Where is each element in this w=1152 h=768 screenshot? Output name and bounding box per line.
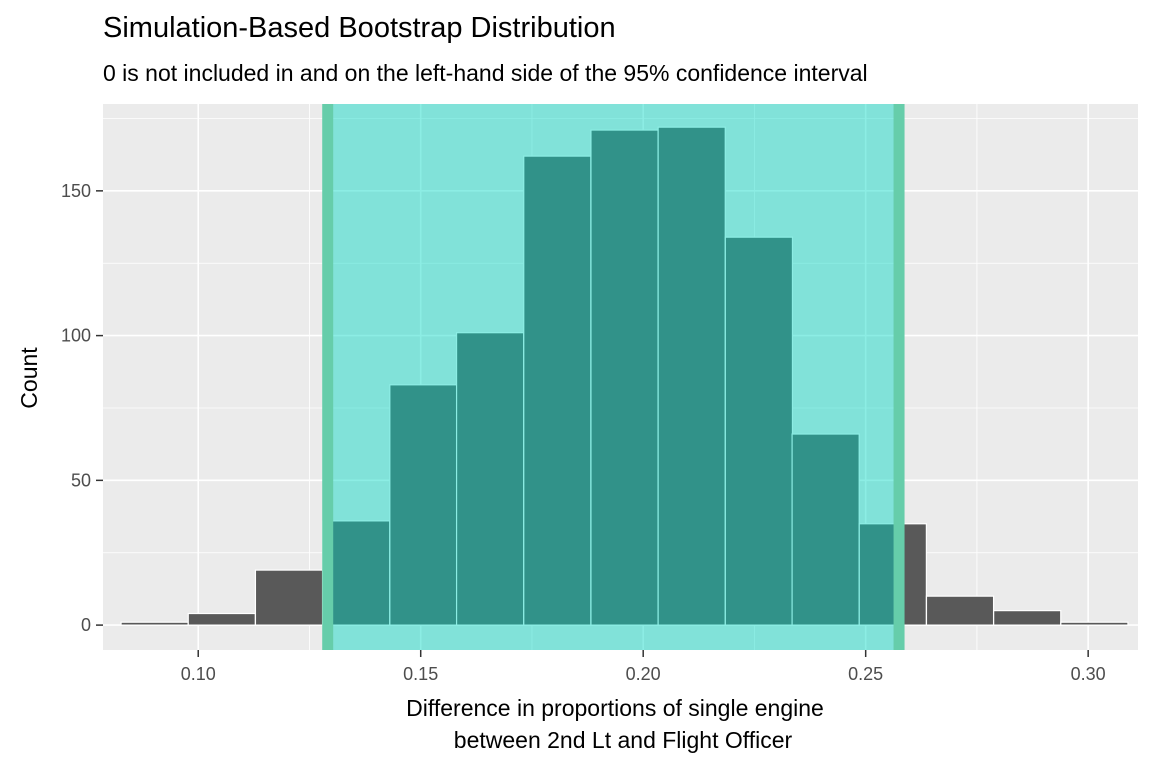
x-tick-label: 0.15 [403, 664, 438, 684]
y-axis-title: Count [16, 347, 42, 409]
chart-title: Simulation-Based Bootstrap Distribution [103, 12, 616, 44]
chart-subtitle: 0 is not included in and on the left-han… [103, 60, 868, 86]
histogram-bar [590, 129, 659, 626]
x-axis-tick-labels: 0.10 0.15 0.20 0.25 0.30 [181, 664, 1106, 684]
histogram-bars [120, 126, 1129, 626]
confidence-interval-shade [327, 104, 900, 650]
y-tick-label: 50 [71, 470, 91, 490]
histogram-bar [724, 236, 794, 626]
histogram-bar [925, 595, 995, 626]
x-axis-title-line-1: Difference in proportions of single engi… [406, 695, 824, 721]
y-tick-label: 0 [81, 615, 91, 635]
x-tick-label: 0.20 [626, 664, 661, 684]
x-tick-label: 0.25 [848, 664, 883, 684]
histogram-bar [657, 126, 726, 626]
histogram-bar [791, 433, 860, 626]
y-tick-label: 100 [61, 326, 91, 346]
histogram-bar [858, 523, 927, 626]
x-tick-label: 0.30 [1071, 664, 1106, 684]
histogram-bar [523, 155, 592, 626]
histogram-bar [187, 612, 256, 626]
histogram-bar [993, 610, 1062, 626]
axis-ticks [96, 190, 1089, 657]
histogram-bar [389, 384, 458, 626]
confidence-interval-layer [322, 104, 905, 650]
x-tick-label: 0.10 [181, 664, 216, 684]
histogram-bar [322, 520, 391, 626]
x-axis-title-line-2: between 2nd Lt and Flight Officer [454, 727, 793, 753]
histogram-bar [254, 569, 324, 626]
y-axis-tick-labels: 0 50 100 150 [61, 181, 91, 635]
histogram-bar [455, 332, 525, 626]
histogram-bar [120, 621, 189, 626]
y-tick-label: 150 [61, 181, 91, 201]
histogram-bar [1060, 621, 1129, 626]
